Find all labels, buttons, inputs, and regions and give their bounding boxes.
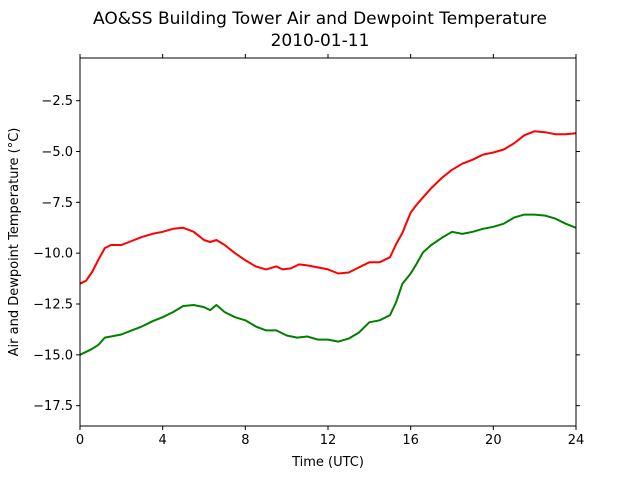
series-line-0 (79, 130, 577, 285)
y-tick-label: −7.5 (41, 196, 73, 211)
x-tick-label: 8 (241, 433, 249, 448)
x-tick-label: 16 (402, 433, 419, 448)
x-axis-ticks: 0 4 8 12 16 20 24 (76, 54, 584, 448)
x-axis-label: Time (UTC) (291, 455, 364, 470)
chart-title: AO&SS Building Tower Air and Dewpoint Te… (93, 9, 547, 29)
y-axis-ticks: −17.5 −15.0 −12.5 −10.0 −7.5 −5.0 −2.5 (33, 94, 580, 414)
x-tick-label: 4 (159, 433, 167, 448)
y-tick-label: −12.5 (33, 298, 73, 313)
series-line-1 (79, 213, 577, 356)
x-tick-label: 24 (568, 433, 585, 448)
chart-subtitle: 2010-01-11 (271, 31, 370, 51)
x-tick-label: 20 (485, 433, 502, 448)
y-tick-label: −17.5 (33, 399, 73, 414)
x-tick-label: 12 (320, 433, 337, 448)
plot-frame (79, 57, 577, 427)
series-layer (79, 130, 577, 356)
y-axis-label: Air and Dewpoint Temperature (°C) (7, 128, 22, 357)
x-tick-label: 0 (76, 433, 84, 448)
y-tick-label: −2.5 (41, 94, 73, 109)
y-tick-label: −15.0 (33, 348, 73, 363)
y-tick-label: −10.0 (33, 247, 73, 262)
y-tick-label: −5.0 (41, 145, 73, 160)
